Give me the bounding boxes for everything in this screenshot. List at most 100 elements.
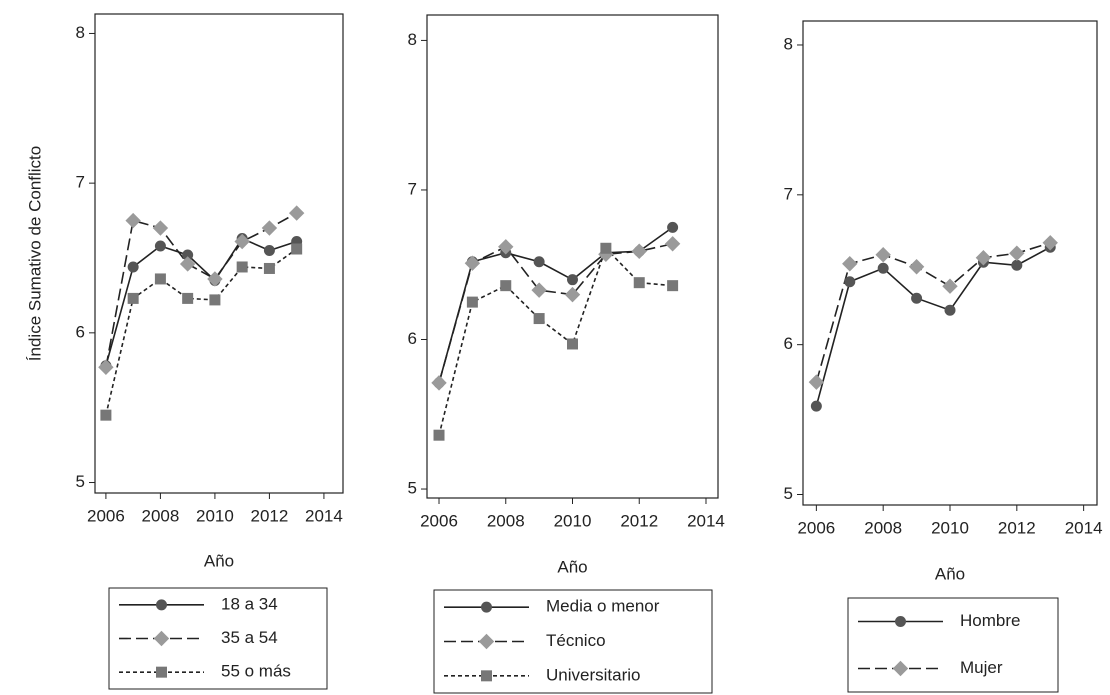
marker	[152, 220, 169, 236]
marker	[808, 374, 825, 390]
marker	[98, 359, 114, 375]
x-axis-title: Año	[204, 551, 234, 570]
y-tick-label: 5	[76, 472, 85, 491]
x-tick-label: 2010	[554, 511, 592, 530]
marker	[975, 250, 992, 266]
series-line	[438, 246, 673, 436]
y-tick-label: 7	[784, 184, 793, 203]
x-tick-label: 2006	[87, 506, 125, 525]
legend-label: Técnico	[546, 631, 606, 650]
marker	[207, 271, 223, 287]
chart-panel: 5 6 7 8 2006 2008 2010 2012 2014 Año Índice Sumati…	[25, 13, 344, 690]
marker	[478, 633, 495, 650]
marker	[100, 409, 112, 421]
x-tick-label: 2012	[998, 518, 1036, 537]
x-tick-label: 2006	[420, 511, 458, 530]
x-tick-label: 2014	[1065, 518, 1103, 537]
marker	[911, 292, 923, 304]
marker	[288, 205, 305, 221]
legend-label: 35 a 54	[221, 628, 278, 647]
marker	[263, 262, 275, 274]
legend: Media o menor Técnico Universitario	[433, 589, 713, 694]
x-tick-label: 2008	[864, 518, 902, 537]
marker	[236, 261, 248, 273]
marker	[179, 256, 196, 272]
plot-frame	[94, 13, 344, 494]
y-tick-label: 6	[76, 322, 85, 341]
marker	[500, 280, 512, 292]
marker	[600, 242, 612, 254]
marker	[667, 280, 679, 292]
x-tick-label: 2012	[251, 506, 289, 525]
legend-label: 18 a 34	[221, 594, 278, 613]
y-tick-label: 7	[76, 173, 85, 192]
x-tick-label: 2010	[931, 518, 969, 537]
marker	[877, 262, 889, 274]
x-tick-label: 2012	[620, 511, 658, 530]
y-tick-label: 8	[408, 30, 417, 49]
marker	[182, 292, 194, 304]
marker	[154, 273, 166, 285]
x-tick-label: 2010	[196, 506, 234, 525]
marker	[498, 239, 514, 255]
marker	[892, 660, 909, 677]
y-tick-label: 6	[408, 329, 417, 348]
plot-frame	[426, 14, 719, 499]
marker	[875, 247, 891, 263]
marker	[567, 274, 578, 286]
marker	[154, 240, 166, 252]
marker	[533, 313, 545, 325]
legend-label: 55 o más	[221, 662, 291, 681]
marker	[944, 304, 956, 316]
marker	[1042, 235, 1058, 251]
marker	[664, 236, 681, 252]
marker	[1011, 259, 1023, 271]
marker	[433, 429, 445, 441]
y-tick-label: 8	[784, 34, 793, 53]
marker	[533, 256, 545, 268]
marker	[895, 616, 906, 627]
series-line	[815, 246, 1051, 407]
x-axis-title: Año	[935, 564, 965, 583]
marker	[209, 294, 221, 306]
marker	[531, 282, 547, 298]
y-axis-title: Índice Sumativo de Conflicto	[25, 146, 44, 361]
y-tick-label: 5	[408, 479, 417, 498]
marker	[153, 630, 170, 647]
marker	[431, 375, 447, 391]
marker	[261, 220, 278, 236]
marker	[156, 666, 167, 678]
marker	[156, 599, 167, 611]
x-tick-label: 2008	[487, 511, 525, 530]
marker	[125, 212, 141, 229]
marker	[481, 601, 492, 613]
y-tick-label: 5	[784, 484, 793, 503]
legend-frame	[847, 597, 1059, 693]
x-tick-label: 2008	[141, 506, 179, 525]
marker	[127, 261, 139, 273]
marker	[234, 233, 250, 250]
marker	[567, 338, 578, 350]
x-tick-label: 2006	[797, 518, 835, 537]
marker	[1009, 245, 1025, 261]
marker	[481, 670, 492, 682]
x-tick-label: 2014	[687, 511, 725, 530]
marker	[466, 296, 478, 308]
legend-label: Mujer	[960, 658, 1003, 677]
legend-label: Hombre	[960, 611, 1020, 630]
marker	[464, 255, 481, 271]
marker	[127, 292, 139, 304]
y-tick-label: 8	[76, 23, 85, 42]
y-tick-label: 6	[784, 334, 793, 353]
marker	[263, 245, 275, 257]
chart-panel: 5 6 7 8 2006 2008 2010 2012 2014 Año Hombre Mujer	[784, 20, 1103, 693]
marker	[942, 278, 958, 294]
legend: 18 a 34 35 a 54 55 o más	[108, 587, 328, 690]
x-tick-label: 2014	[305, 506, 343, 525]
legend: Hombre Mujer	[847, 597, 1059, 693]
legend-label: Media o menor	[546, 597, 660, 616]
marker	[291, 243, 303, 255]
marker	[810, 400, 822, 412]
marker	[633, 277, 645, 289]
series-line	[105, 212, 298, 368]
